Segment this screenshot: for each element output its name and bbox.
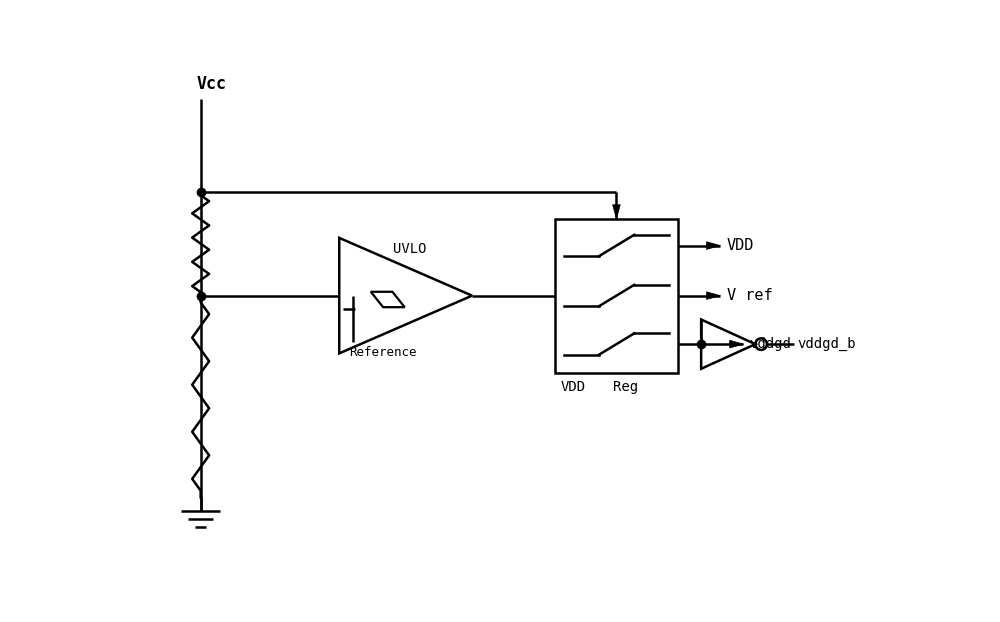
Text: VDD: VDD xyxy=(561,380,586,394)
Text: vddgd_b: vddgd_b xyxy=(798,337,856,351)
Text: UVLO: UVLO xyxy=(393,242,427,256)
Polygon shape xyxy=(613,205,620,218)
Text: Reference: Reference xyxy=(349,346,417,359)
Polygon shape xyxy=(730,340,744,348)
Polygon shape xyxy=(707,292,720,299)
Text: V ref: V ref xyxy=(727,288,772,303)
Text: VDD: VDD xyxy=(727,238,754,253)
Text: vddgd: vddgd xyxy=(750,337,792,351)
Text: Reg: Reg xyxy=(613,380,638,394)
Text: Vcc: Vcc xyxy=(197,75,227,93)
FancyBboxPatch shape xyxy=(555,218,678,373)
Polygon shape xyxy=(707,242,720,249)
